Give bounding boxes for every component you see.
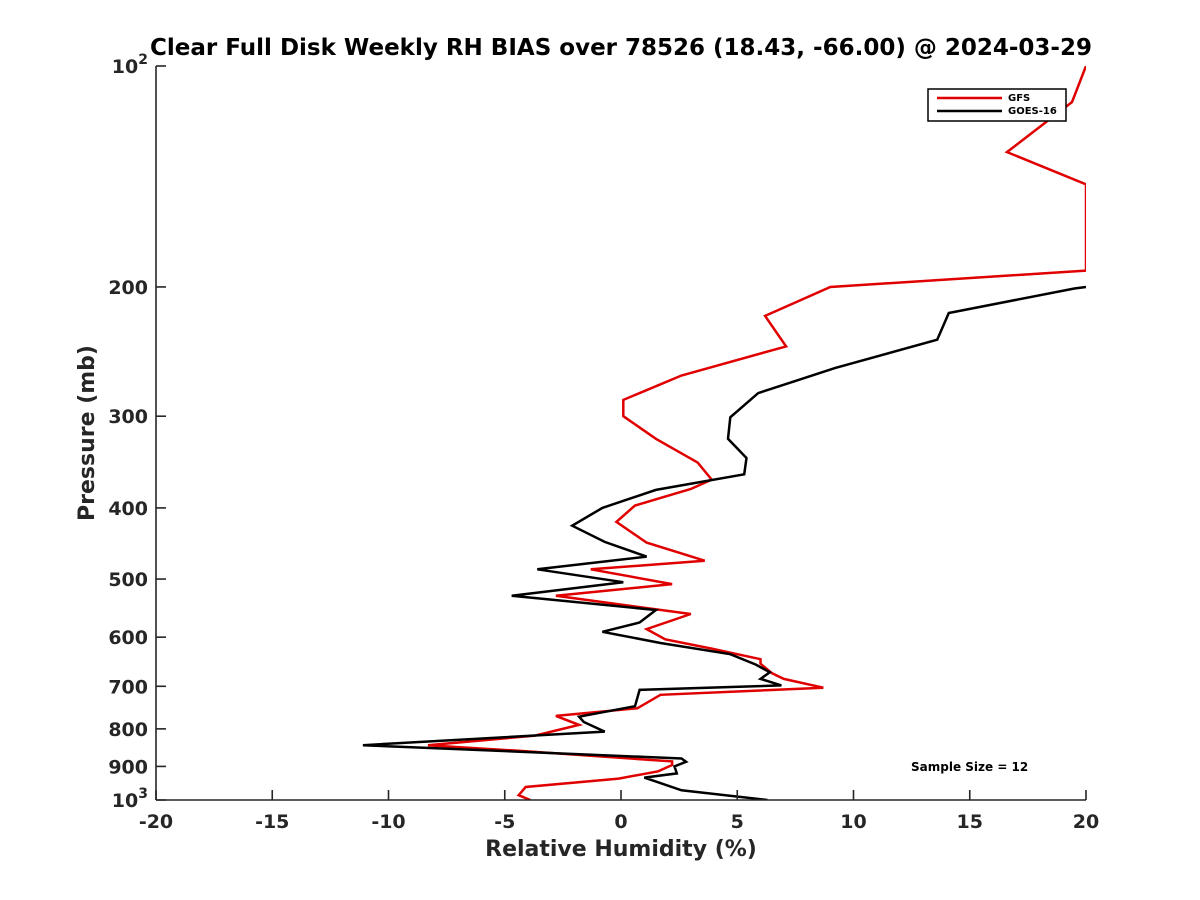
legend-label-goes16: GOES-16: [1008, 106, 1057, 117]
x-tick-label: -15: [255, 811, 289, 833]
legend-box: [927, 88, 1067, 122]
y-tick-label: 102: [112, 52, 148, 78]
y-axis-label: Pressure (mb): [75, 345, 100, 521]
chart-title: Clear Full Disk Weekly RH BIAS over 7852…: [150, 35, 1092, 61]
y-tick-label: 400: [108, 498, 148, 520]
y-tick-label: 200: [108, 277, 148, 299]
legend-label-gfs: GFS: [1008, 93, 1030, 104]
series-line-gfs: [427, 66, 1086, 800]
x-tick-label: 5: [731, 811, 744, 833]
x-tick-label: 0: [614, 811, 627, 833]
ticks-layer: -20 -15 -10 -5 0 5 10 15 20 102 200 300 400 500 600 700…: [108, 52, 1099, 833]
series-layer: [362, 66, 1086, 800]
x-tick-label: -5: [494, 811, 515, 833]
x-axis-label: Relative Humidity (%): [485, 837, 757, 862]
y-tick-label: 300: [108, 406, 148, 428]
series-line-goes16: [362, 285, 1086, 800]
x-tick-label: 20: [1073, 811, 1099, 833]
legend: GFS GOES-16: [927, 88, 1067, 122]
x-tick-label: -10: [371, 811, 405, 833]
y-tick-label: 700: [108, 676, 148, 698]
x-tick-label: 10: [840, 811, 866, 833]
sample-size-annotation: Sample Size = 12: [911, 760, 1028, 774]
y-tick-label: 900: [108, 756, 148, 778]
y-tick-label: 500: [108, 569, 148, 591]
x-tick-label: -20: [139, 811, 173, 833]
y-tick-label: 600: [108, 627, 148, 649]
y-tick-label: 103: [112, 786, 148, 812]
x-tick-label: 15: [957, 811, 983, 833]
y-tick-label: 800: [108, 719, 148, 741]
